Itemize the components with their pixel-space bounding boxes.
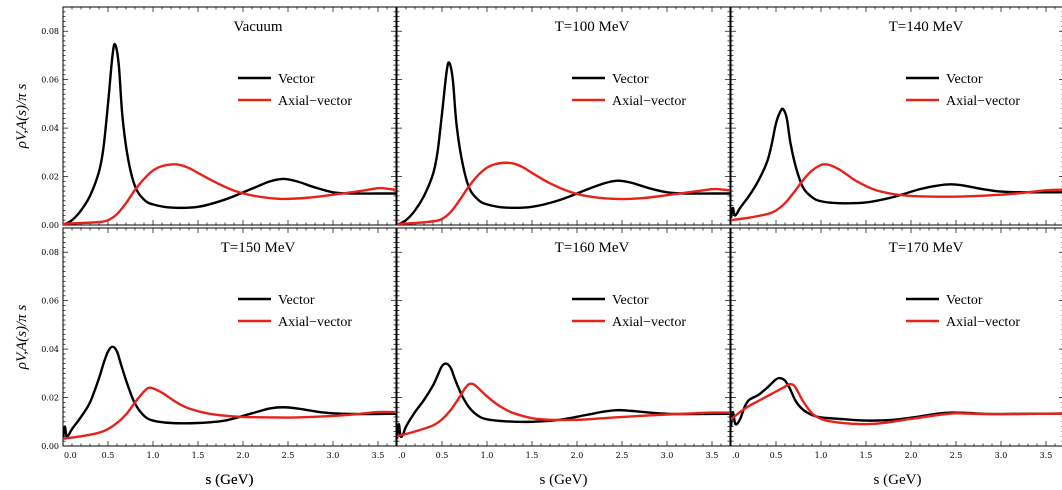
- x-tick-label: 1.5: [526, 451, 539, 460]
- x-tick-label: 2.0: [571, 451, 584, 460]
- legend-label-axial: Axial−vector: [612, 94, 686, 109]
- y-tick-label: 0.06: [41, 76, 59, 85]
- x-tick-label: 3.0: [327, 451, 340, 460]
- x-tick-label: 3.5: [1040, 451, 1053, 460]
- y-tick-label: 0.00: [41, 442, 59, 451]
- legend-label-vector: Vector: [612, 293, 649, 308]
- panel-title: Vacuum: [233, 19, 282, 35]
- y-tick-label: 0.04: [41, 345, 59, 354]
- panel-3: T=140 MeV Vector Axial−vector: [730, 6, 1062, 226]
- y-tick-label: 0.02: [41, 394, 59, 403]
- legend-label-vector: Vector: [946, 72, 983, 87]
- legend-label-axial: Axial−vector: [612, 315, 686, 330]
- panel-title: T=150 MeV: [221, 240, 296, 256]
- panel-6: .0 0.5 1.0 1.5 2.0 2.5 3.0 3.5 T=170 MeV Vector Ax…: [730, 227, 1062, 488]
- panel-title: T=170 MeV: [889, 240, 964, 256]
- panel-frame: [62, 227, 397, 447]
- legend-label-vector: Vector: [946, 293, 983, 308]
- x-tick-label: 1.0: [481, 451, 494, 460]
- x-tick-label: 3.0: [661, 451, 674, 460]
- series-line-axial: [397, 382, 730, 438]
- y-tick-label: 0.06: [41, 297, 59, 306]
- panel-title: T=160 MeV: [555, 240, 630, 256]
- series-line-axial: [731, 163, 1062, 222]
- series-line-vector: [63, 42, 396, 225]
- x-tick-label: .0: [398, 451, 406, 460]
- x-axis-title: s (GeV): [874, 472, 922, 488]
- legend-label-axial: Axial−vector: [278, 94, 352, 109]
- x-axis-title: s (GeV): [540, 472, 588, 488]
- series-line-vector: [397, 61, 730, 225]
- series-line-vector: [731, 376, 1062, 427]
- x-tick-label: 2.0: [905, 451, 918, 460]
- x-tick-label: 0.5: [436, 451, 449, 460]
- x-tick-label: 3.5: [706, 451, 719, 460]
- x-tick-label: 1.0: [815, 451, 828, 460]
- panel-frame: [62, 6, 397, 226]
- panel-1: 0.00 0.02 0.04 0.06 0.08 Vacuum Vector Axial−ve…: [14, 6, 397, 488]
- y-tick-label: 0.00: [41, 221, 59, 230]
- x-tick-label: 1.5: [860, 451, 873, 460]
- legend-label-axial: Axial−vector: [946, 94, 1020, 109]
- y-axis-title: ρV,A(s)/π s: [14, 84, 30, 150]
- legend-label-vector: Vector: [278, 72, 315, 87]
- legend-label-axial: Axial−vector: [946, 315, 1020, 330]
- panel-frame: [730, 6, 1062, 226]
- y-axis-title: ρV,A(s)/π s: [14, 305, 30, 371]
- x-tick-label: 0.5: [102, 451, 115, 460]
- legend-label-vector: Vector: [278, 293, 315, 308]
- x-tick-label: .0: [732, 451, 740, 460]
- x-tick-label: 2.5: [950, 451, 963, 460]
- panel-2: T=100 MeV Vector Axial−vector: [396, 6, 731, 226]
- series-line-axial: [731, 382, 1062, 426]
- series-line-vector: [397, 362, 730, 439]
- panel-frame: [396, 6, 731, 226]
- series-line-axial: [397, 161, 730, 225]
- x-tick-label: 3.5: [372, 451, 385, 460]
- legend-label-vector: Vector: [612, 72, 649, 87]
- panel-frame: [730, 227, 1062, 447]
- y-tick-label: 0.04: [41, 124, 59, 133]
- x-tick-label: 1.5: [192, 451, 205, 460]
- x-tick-label: 2.5: [616, 451, 629, 460]
- panel-title: T=100 MeV: [555, 19, 630, 35]
- x-tick-label: 0.0: [64, 451, 77, 460]
- panel-5: .0 0.5 1.0 1.5 2.0 2.5 3.0 3.5 T=160 MeV Vector Ax…: [396, 227, 731, 488]
- legend-label-axial: Axial−vector: [278, 315, 352, 330]
- x-tick-label: 0.5: [770, 451, 783, 460]
- panel-4: 0.0 0.5 1.0 1.5 2.0 2.5 3.0 3.5 0.00 0.02 0.04 0.06…: [14, 227, 397, 488]
- y-tick-label: 0.08: [41, 27, 59, 36]
- series-line-axial: [63, 163, 396, 225]
- y-tick-label: 0.02: [41, 173, 59, 182]
- x-tick-label: 2.5: [282, 451, 295, 460]
- x-tick-label: 3.0: [995, 451, 1008, 460]
- y-tick-label: 0.08: [41, 248, 59, 257]
- series-line-vector: [63, 345, 396, 439]
- x-axis-title: s (GeV): [206, 472, 254, 488]
- series-line-vector: [731, 107, 1062, 218]
- series-line-axial: [63, 386, 396, 440]
- panel-title: T=140 MeV: [889, 19, 964, 35]
- x-tick-label: 1.0: [147, 451, 160, 460]
- x-tick-label: 2.0: [237, 451, 250, 460]
- panel-frame: [396, 227, 731, 447]
- x-axis-title: s (GeV): [206, 472, 254, 488]
